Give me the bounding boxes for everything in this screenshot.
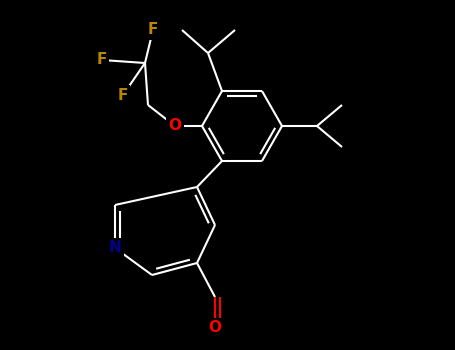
Text: O: O bbox=[208, 321, 222, 336]
Text: F: F bbox=[118, 88, 128, 103]
Text: F: F bbox=[148, 22, 158, 37]
Text: O: O bbox=[168, 119, 182, 133]
Text: F: F bbox=[97, 52, 107, 68]
Text: N: N bbox=[109, 240, 121, 256]
